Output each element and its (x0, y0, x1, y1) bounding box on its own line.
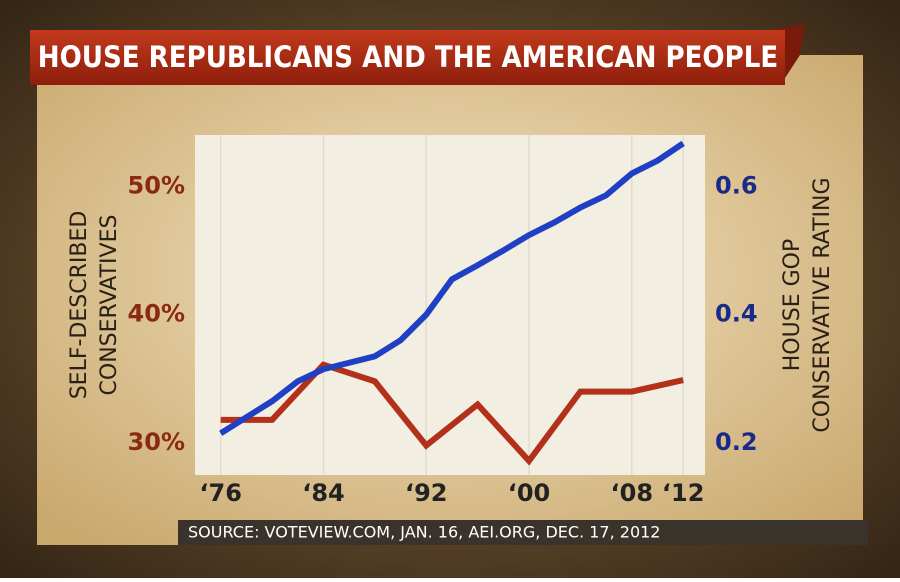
y-axis-label: SELF-DESCRIBED (67, 211, 92, 400)
y2-axis-label: HOUSE GOP (780, 239, 805, 371)
x-tick-label: ‘92 (405, 479, 448, 507)
line (219, 140, 685, 436)
y2-axis-label: CONSERVATIVE RATING (810, 177, 835, 432)
title-banner (30, 30, 785, 85)
y-tick-label: 30% (128, 428, 185, 456)
chart-title: HOUSE REPUBLICANS AND THE AMERICAN PEOPL… (38, 40, 778, 74)
x-tick-label: ‘76 (199, 479, 242, 507)
x-tick-label: ‘12 (662, 479, 705, 507)
y2-tick-label: 0.6 (715, 171, 758, 199)
plot-area (195, 135, 705, 475)
x-tick-label: ‘84 (302, 479, 345, 507)
y-axis-label: CONSERVATIVES (97, 215, 122, 396)
y-tick-label: 40% (128, 300, 185, 328)
y2-tick-label: 0.4 (715, 300, 758, 328)
source: SOURCE: VOTEVIEW.COM, JAN. 16, AEI.ORG, … (188, 523, 660, 542)
y2-tick-label: 0.2 (715, 428, 758, 456)
source-bar (178, 520, 868, 545)
line (220, 361, 684, 466)
x-tick-label: ‘08 (611, 479, 654, 507)
x-tick-label: ‘00 (508, 479, 551, 507)
y-tick-label: 50% (128, 171, 185, 199)
